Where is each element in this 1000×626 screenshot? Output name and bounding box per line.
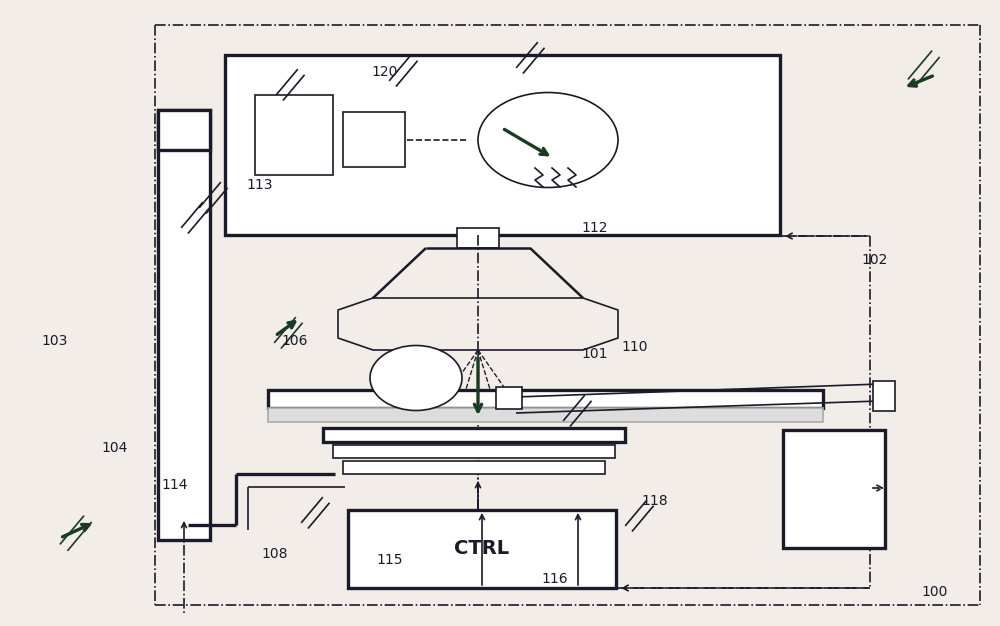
Bar <box>333 445 615 458</box>
Bar <box>496 387 522 409</box>
Text: 112: 112 <box>582 222 608 235</box>
Bar <box>158 110 210 150</box>
Text: 116: 116 <box>542 572 568 586</box>
Bar <box>348 510 616 588</box>
Text: 114: 114 <box>162 478 188 492</box>
Text: 102: 102 <box>862 253 888 267</box>
Bar <box>158 110 210 540</box>
Text: 113: 113 <box>247 178 273 192</box>
Text: 106: 106 <box>282 334 308 348</box>
Text: 101: 101 <box>582 347 608 361</box>
Text: CTRL: CTRL <box>454 540 510 558</box>
Bar <box>343 461 605 474</box>
Bar <box>268 390 823 408</box>
Text: 108: 108 <box>262 547 288 561</box>
Text: 103: 103 <box>42 334 68 348</box>
Text: 120: 120 <box>372 65 398 79</box>
Ellipse shape <box>370 346 462 411</box>
Bar <box>457 228 499 248</box>
Text: 100: 100 <box>922 585 948 598</box>
Bar <box>225 55 780 235</box>
Text: 118: 118 <box>642 494 668 508</box>
Ellipse shape <box>478 93 618 188</box>
Text: 110: 110 <box>622 341 648 354</box>
Bar <box>323 428 625 442</box>
Bar <box>343 112 405 167</box>
Bar <box>268 408 823 422</box>
Text: 104: 104 <box>102 441 128 454</box>
Text: 115: 115 <box>377 553 403 567</box>
Bar <box>873 381 895 411</box>
Bar <box>255 95 333 175</box>
Bar <box>783 430 885 548</box>
